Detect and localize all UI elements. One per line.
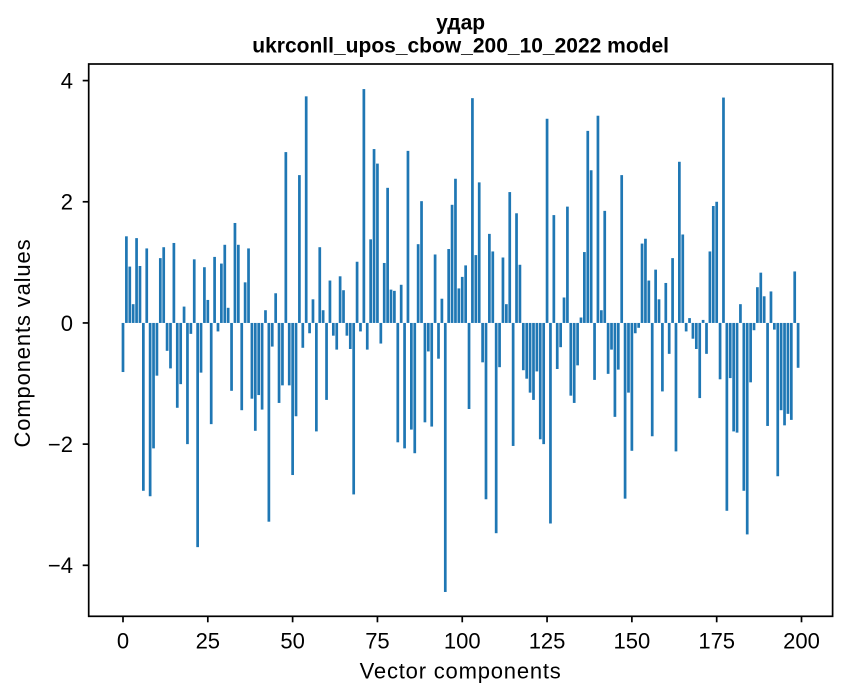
svg-text:200: 200 bbox=[783, 629, 820, 654]
svg-text:Components values: Components values bbox=[10, 239, 35, 448]
svg-text:ukrconll_upos_cbow_200_10_2022: ukrconll_upos_cbow_200_10_2022 model bbox=[252, 34, 669, 57]
svg-text:25: 25 bbox=[196, 629, 220, 654]
svg-text:100: 100 bbox=[444, 629, 481, 654]
svg-text:75: 75 bbox=[365, 629, 389, 654]
svg-text:4: 4 bbox=[61, 68, 73, 93]
svg-text:Vector components: Vector components bbox=[360, 659, 562, 684]
svg-text:50: 50 bbox=[280, 629, 304, 654]
svg-text:0: 0 bbox=[61, 311, 73, 336]
svg-text:0: 0 bbox=[117, 629, 129, 654]
svg-text:150: 150 bbox=[614, 629, 651, 654]
svg-text:−2: −2 bbox=[48, 432, 73, 457]
svg-text:удар: удар bbox=[436, 12, 485, 35]
svg-text:2: 2 bbox=[61, 190, 73, 215]
svg-text:125: 125 bbox=[529, 629, 566, 654]
svg-text:−4: −4 bbox=[48, 553, 73, 578]
svg-text:175: 175 bbox=[698, 629, 735, 654]
